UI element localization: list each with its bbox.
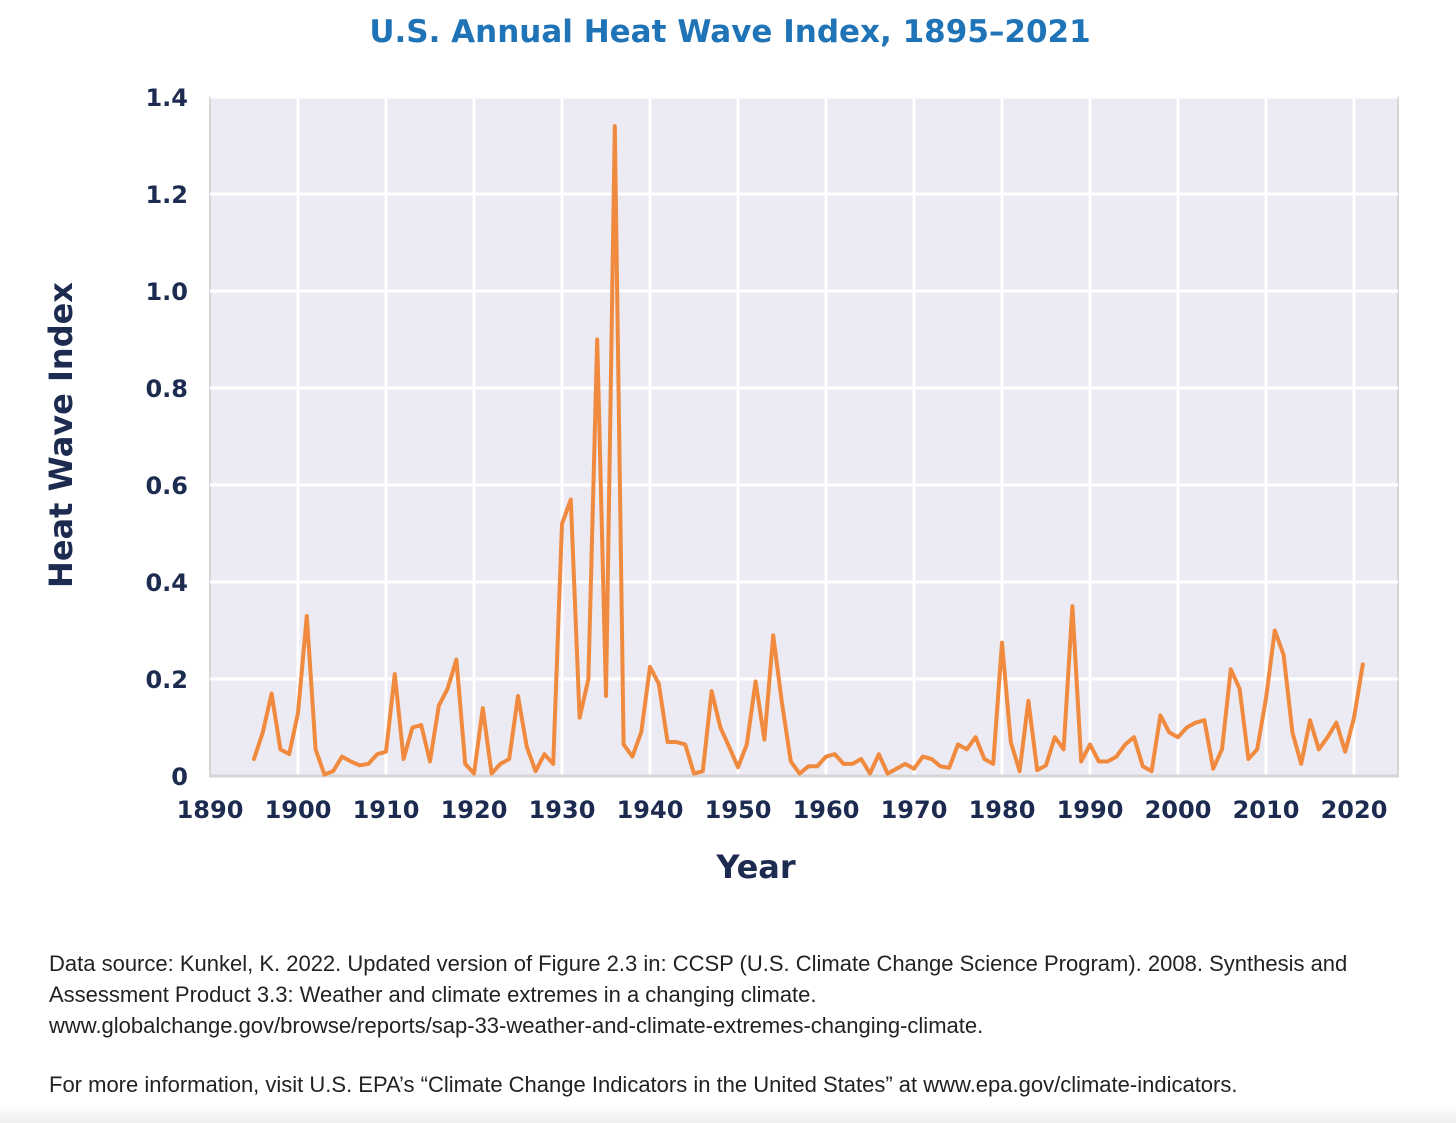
y-tick-label: 1.0	[145, 278, 188, 306]
x-tick-label: 2000	[1145, 796, 1212, 824]
y-tick-label: 1.4	[145, 84, 188, 112]
bottom-shadow-bar	[0, 1104, 1456, 1123]
chart-title: U.S. Annual Heat Wave Index, 1895–2021	[369, 14, 1090, 50]
plot-area	[209, 96, 1399, 777]
x-tick-label: 1950	[705, 796, 772, 824]
y-tick-label: 0.2	[145, 666, 188, 694]
data-source-line-2: Assessment Product 3.3: Weather and clim…	[49, 982, 817, 1007]
x-tick-label: 1940	[617, 796, 684, 824]
y-axis-ticks: 0 0.2 0.4 0.6 0.8 1.0 1.2 1.4	[145, 84, 188, 791]
y-tick-label: 0.8	[145, 375, 188, 403]
y-tick-label: 0.4	[145, 569, 188, 597]
grid-lines	[210, 95, 1398, 778]
data-source-line-3: www.globalchange.gov/browse/reports/sap-…	[49, 1013, 984, 1038]
series-line	[252, 124, 1365, 777]
x-tick-label: 1910	[353, 796, 420, 824]
x-tick-label: 1890	[177, 796, 244, 824]
y-axis-label: Heat Wave Index	[42, 282, 80, 588]
x-axis-ticks: 1890 1900 1910 1920 1930 1940 1950 1960 1970 1980…	[177, 796, 1388, 824]
x-tick-label: 1990	[1057, 796, 1124, 824]
x-tick-label: 1930	[529, 796, 596, 824]
more-info-note: For more information, visit U.S. EPA’s “…	[49, 1069, 1429, 1100]
x-tick-label: 1900	[265, 796, 332, 824]
y-tick-label: 1.2	[145, 181, 188, 209]
x-tick-label: 2010	[1233, 796, 1300, 824]
x-tick-label: 1970	[881, 796, 948, 824]
y-tick-label: 0	[171, 763, 188, 791]
data-source-note: Data source: Kunkel, K. 2022. Updated ve…	[49, 948, 1429, 1041]
x-tick-label: 1980	[969, 796, 1036, 824]
data-source-line-1: Data source: Kunkel, K. 2022. Updated ve…	[49, 951, 1348, 976]
x-tick-label: 2020	[1321, 796, 1388, 824]
x-tick-label: 1960	[793, 796, 860, 824]
x-axis-label: Year	[715, 848, 796, 886]
more-info-text: For more information, visit U.S. EPA’s “…	[49, 1072, 1238, 1097]
y-tick-label: 0.6	[145, 472, 188, 500]
x-tick-label: 1920	[441, 796, 508, 824]
series-layer	[252, 124, 1365, 777]
